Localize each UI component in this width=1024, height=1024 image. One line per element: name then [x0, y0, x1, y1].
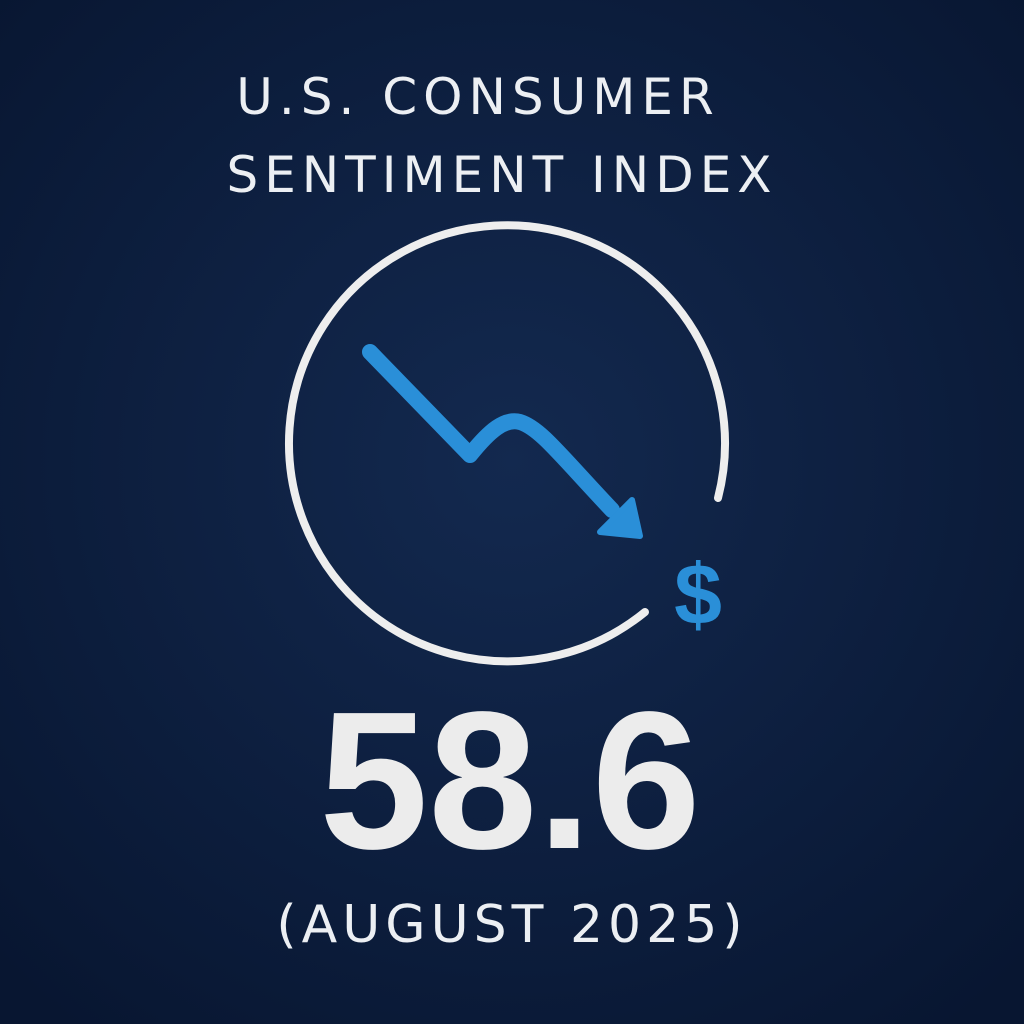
trend-arrow — [362, 344, 620, 518]
arrow-head — [597, 497, 643, 539]
circle-ring — [285, 221, 729, 666]
title-line: U.S. CONSUMER — [236, 68, 720, 126]
dollar-icon: $ — [674, 547, 722, 643]
index-value: 58.6 — [319, 671, 700, 890]
period: (AUGUST 2025) — [276, 895, 747, 955]
title-line: SENTIMENT INDEX — [226, 146, 777, 204]
